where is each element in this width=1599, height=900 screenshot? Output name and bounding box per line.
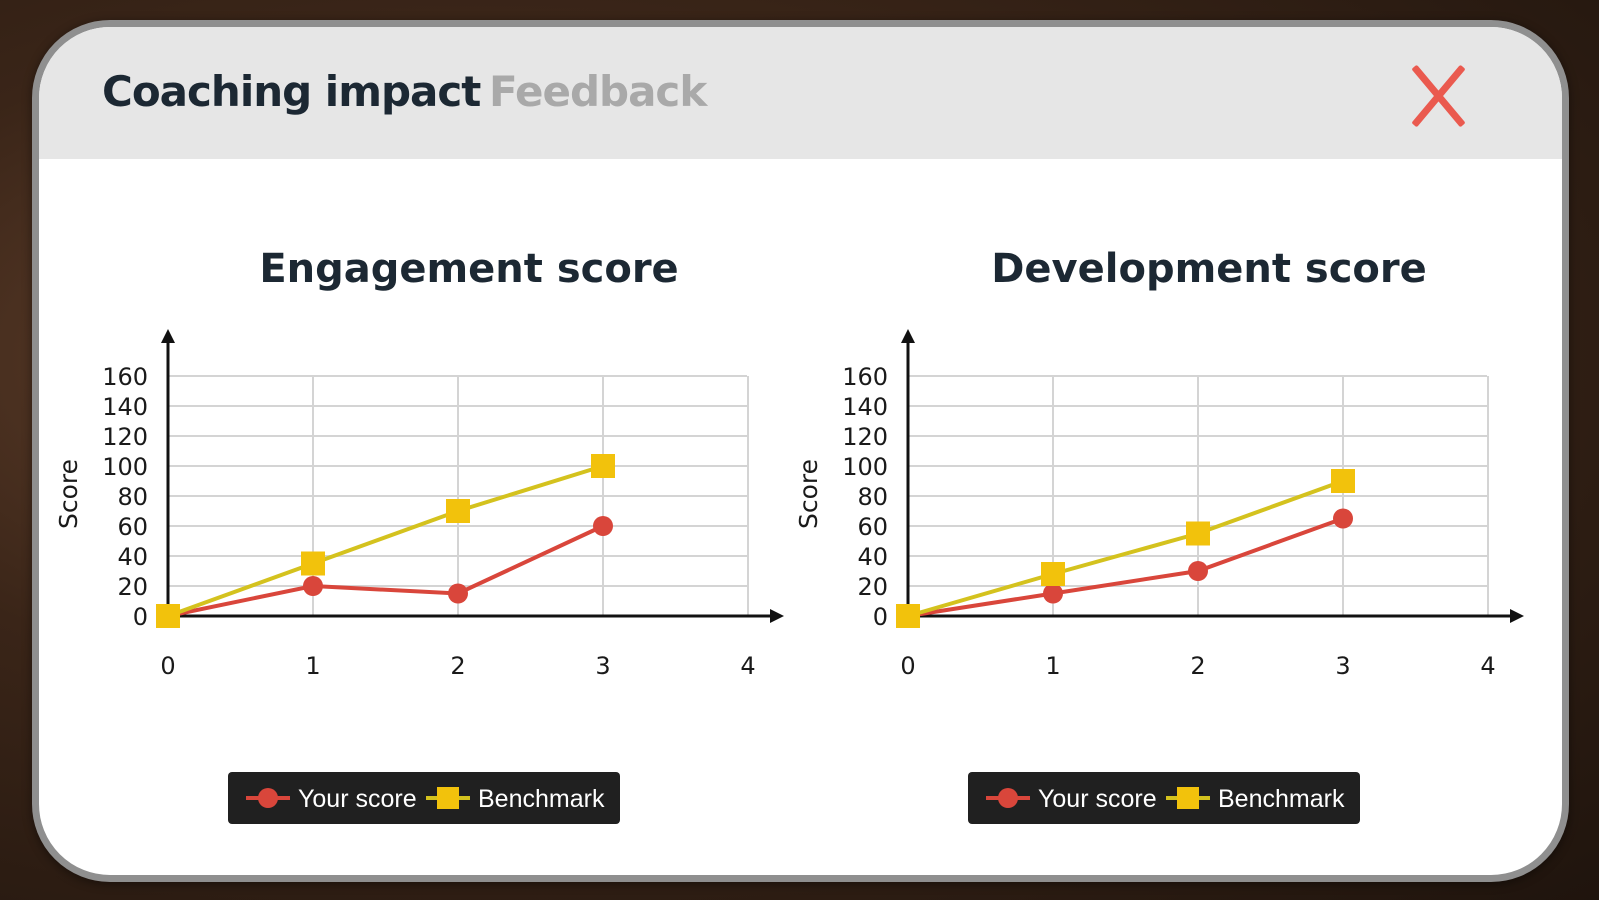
legend-marker (437, 787, 459, 809)
data-point (1043, 583, 1063, 604)
legend-label: Benchmark (478, 785, 605, 813)
legend: Your score Benchmark (968, 772, 1360, 824)
x-tick-label: 3 (1335, 652, 1350, 680)
chart-title: Engagement score (259, 246, 678, 292)
y-axis-arrow (161, 329, 175, 343)
series-line (907, 516, 1344, 618)
data-point (301, 551, 325, 576)
data-point (303, 576, 323, 596)
legend-box (228, 772, 620, 824)
data-point (591, 454, 615, 478)
x-tick-label: 2 (450, 652, 465, 680)
x-tick-label: 1 (305, 652, 320, 680)
x-axis-arrow (770, 609, 784, 623)
y-axis-arrow (901, 329, 915, 343)
tab-feedback[interactable]: Feedback (489, 67, 707, 116)
y-tick-label: 20 (857, 573, 888, 601)
y-tick-label: 140 (842, 393, 888, 421)
y-tick-label: 80 (857, 483, 888, 511)
data-point (448, 583, 468, 604)
x-tick-label: 4 (1480, 652, 1495, 680)
x-tick-label: 2 (1190, 652, 1205, 680)
series-line (167, 464, 604, 618)
y-tick-label: 160 (102, 363, 148, 391)
data-point (446, 499, 470, 523)
x-tick-label: 3 (595, 652, 610, 680)
data-point (1188, 561, 1208, 581)
y-tick-label: 120 (842, 423, 888, 451)
data-point (896, 604, 920, 628)
series-line (167, 524, 604, 618)
modal-header: Coaching impact Feedback (39, 27, 1562, 159)
x-tick-label: 4 (740, 652, 755, 680)
x-tick-label: 0 (160, 652, 175, 680)
data-point (1186, 521, 1210, 546)
series-line (907, 479, 1344, 618)
y-tick-label: 40 (857, 543, 888, 571)
close-icon[interactable] (1405, 62, 1471, 128)
legend-marker (1177, 787, 1199, 809)
y-tick-label: 20 (117, 573, 148, 601)
legend-marker (258, 788, 278, 808)
y-axis-label: Score (54, 459, 83, 529)
data-point (1333, 508, 1353, 529)
y-tick-label: 40 (117, 543, 148, 571)
y-tick-label: 160 (842, 363, 888, 391)
y-tick-label: 100 (102, 453, 148, 481)
tab-coaching-impact[interactable]: Coaching impact (102, 67, 481, 116)
legend-label: Your score (298, 785, 417, 813)
legend-box (968, 772, 1360, 824)
coaching-modal: Coaching impact Feedback Engagement scor… (32, 20, 1569, 882)
data-point (593, 516, 613, 536)
x-tick-label: 1 (1045, 652, 1060, 680)
x-axis-arrow (1510, 609, 1524, 623)
y-tick-label: 100 (842, 453, 888, 481)
legend-label: Benchmark (1218, 785, 1345, 813)
chart-title: Development score (991, 246, 1427, 292)
legend-marker (998, 788, 1018, 808)
legend-label: Your score (1038, 785, 1157, 813)
y-tick-label: 80 (117, 483, 148, 511)
data-point (156, 604, 180, 628)
y-tick-label: 60 (117, 513, 148, 541)
x-tick-label: 0 (900, 652, 915, 680)
y-tick-label: 140 (102, 393, 148, 421)
data-point (1041, 562, 1065, 586)
data-point (1331, 469, 1355, 493)
y-tick-label: 0 (873, 603, 888, 631)
y-axis-label: Score (794, 459, 823, 529)
legend: Your score Benchmark (228, 772, 620, 824)
y-tick-label: 0 (133, 603, 148, 631)
y-tick-label: 120 (102, 423, 148, 451)
y-tick-label: 60 (857, 513, 888, 541)
